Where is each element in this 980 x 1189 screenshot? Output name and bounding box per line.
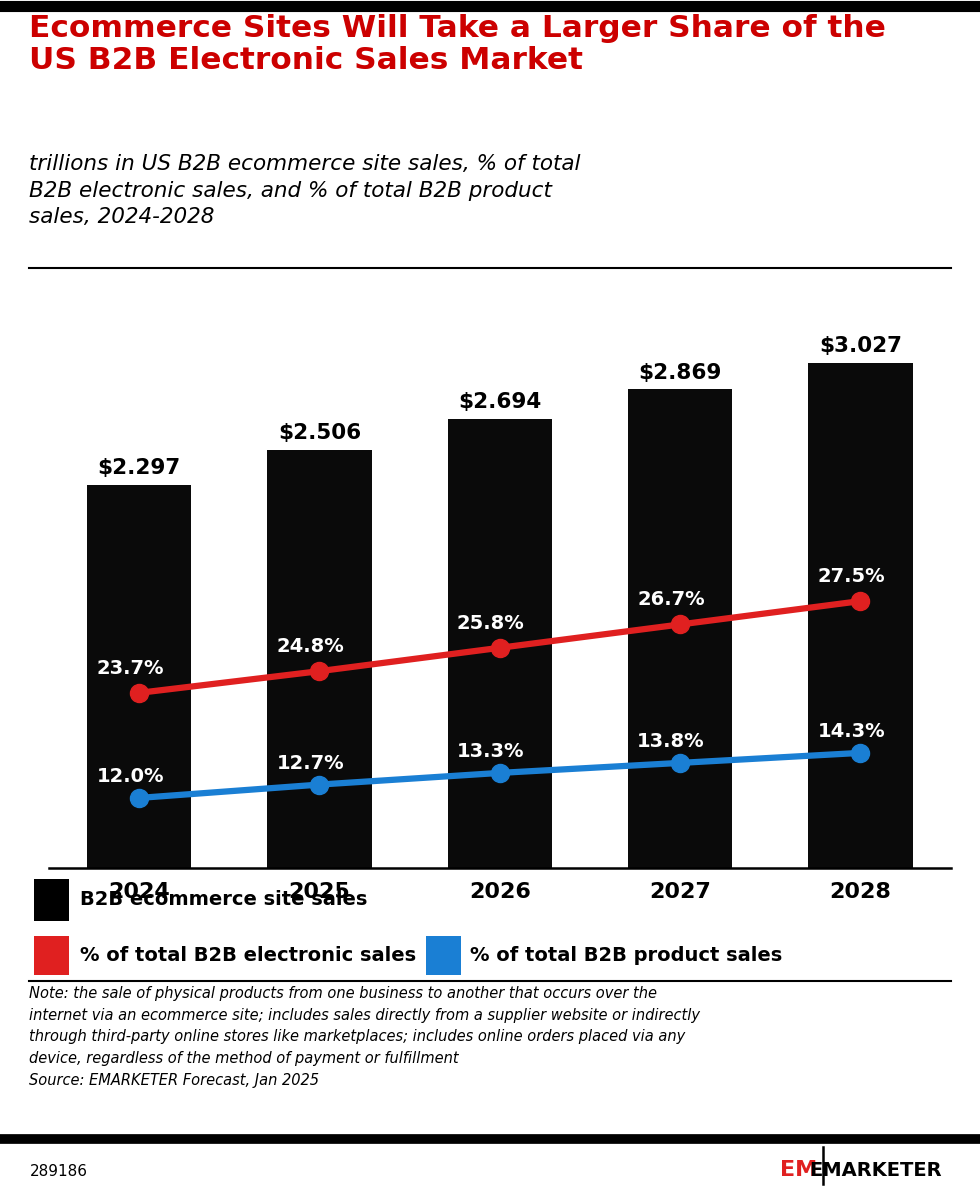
Text: $3.027: $3.027 xyxy=(819,336,902,357)
Text: $2.694: $2.694 xyxy=(459,392,541,411)
Text: Ecommerce Sites Will Take a Larger Share of the
US B2B Electronic Sales Market: Ecommerce Sites Will Take a Larger Share… xyxy=(29,13,886,75)
Point xyxy=(817,1139,829,1153)
Text: B2B ecommerce site sales: B2B ecommerce site sales xyxy=(80,891,368,910)
Bar xyxy=(34,936,69,975)
Bar xyxy=(87,485,191,868)
Text: 26.7%: 26.7% xyxy=(637,591,705,610)
Text: 13.3%: 13.3% xyxy=(457,742,524,761)
Text: $2.869: $2.869 xyxy=(638,363,722,383)
Text: % of total B2B electronic sales: % of total B2B electronic sales xyxy=(80,946,416,965)
Bar xyxy=(268,449,371,868)
Text: 12.0%: 12.0% xyxy=(96,767,164,786)
Text: 13.8%: 13.8% xyxy=(637,732,705,751)
Text: 25.8%: 25.8% xyxy=(457,614,524,633)
Text: % of total B2B product sales: % of total B2B product sales xyxy=(469,946,782,965)
Bar xyxy=(34,879,69,920)
Text: EM: EM xyxy=(780,1160,817,1179)
Text: $2.297: $2.297 xyxy=(98,458,180,478)
Text: 289186: 289186 xyxy=(29,1164,87,1179)
Bar xyxy=(425,936,461,975)
Text: Note: the sale of physical products from one business to another that occurs ove: Note: the sale of physical products from… xyxy=(29,986,701,1088)
Bar xyxy=(628,390,732,868)
Text: 24.8%: 24.8% xyxy=(276,637,344,656)
Text: EMARKETER: EMARKETER xyxy=(808,1160,942,1179)
Bar xyxy=(448,419,552,868)
Point xyxy=(817,1177,829,1189)
Text: 14.3%: 14.3% xyxy=(817,722,885,741)
Text: 23.7%: 23.7% xyxy=(96,659,164,678)
Bar xyxy=(808,363,912,868)
Text: 12.7%: 12.7% xyxy=(276,754,344,773)
Text: trillions in US B2B ecommerce site sales, % of total
B2B electronic sales, and %: trillions in US B2B ecommerce site sales… xyxy=(29,155,581,227)
Text: $2.506: $2.506 xyxy=(278,423,361,443)
Text: 27.5%: 27.5% xyxy=(817,567,885,586)
